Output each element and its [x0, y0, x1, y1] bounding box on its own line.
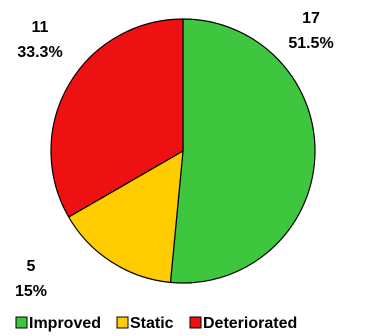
data-labels: 17 51.5% 5 15% 11 33.3%: [15, 10, 334, 300]
pie-slice-static: [68, 150, 184, 284]
data-label-percent-improved: 51.5%: [288, 35, 333, 52]
legend-label-deteriorated: Deteriorated: [203, 315, 297, 332]
data-label-value-improved: 17: [302, 10, 320, 27]
legend-label-static: Static: [130, 315, 174, 332]
legend: Improved Static Deteriorated: [15, 315, 297, 332]
data-label-percent-static: 15%: [15, 283, 47, 300]
data-label-percent-deteriorated: 33.3%: [17, 44, 62, 61]
legend-swatch-improved: [15, 316, 28, 329]
legend-label-improved: Improved: [29, 315, 101, 332]
legend-swatch-static: [116, 316, 129, 329]
legend-swatch-deteriorated: [189, 316, 202, 329]
pie-slice-deteriorated: [50, 18, 184, 218]
pie-slices: [50, 18, 316, 284]
pie-slice-improved: [169, 18, 316, 284]
data-label-value-deteriorated: 11: [32, 19, 49, 36]
data-label-value-static: 5: [27, 258, 36, 275]
